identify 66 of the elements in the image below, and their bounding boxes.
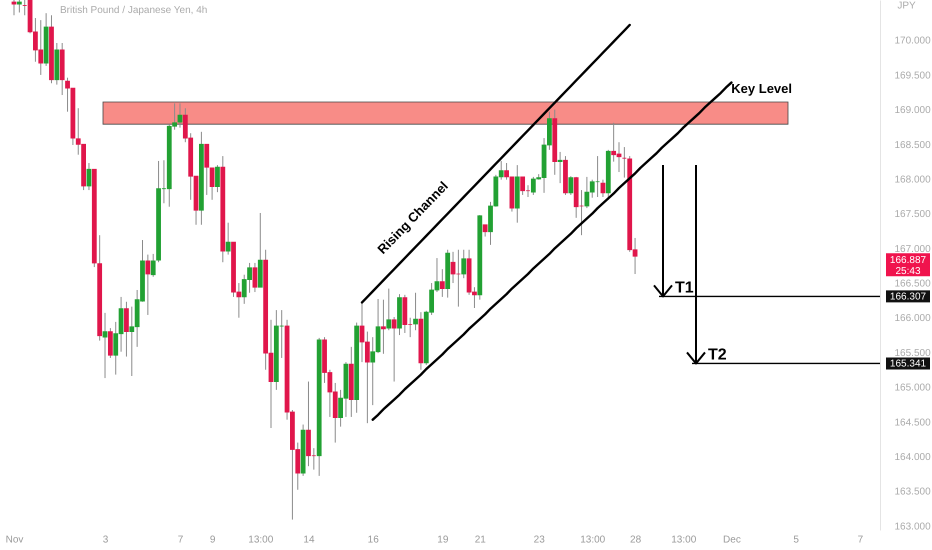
candlestick	[600, 179, 606, 198]
y-tick-label: 164.000	[894, 452, 932, 463]
y-tick-label: 167.500	[894, 209, 932, 220]
candlestick	[252, 262, 258, 293]
y-tick-label: 167.000	[894, 244, 932, 255]
candlestick	[215, 164, 220, 193]
y-axis-title: JPY	[897, 0, 916, 12]
candlestick	[440, 268, 445, 298]
y-tick-label: 169.000	[894, 105, 932, 116]
text: 25:43	[895, 266, 921, 278]
candlestick	[482, 224, 488, 238]
x-tick-label: Dec	[723, 534, 741, 546]
text: 166.887	[890, 255, 927, 266]
y-tick-label: 166.000	[894, 313, 932, 324]
x-tick-label: 19	[437, 534, 449, 546]
line-series	[360, 24, 631, 304]
candlestick	[204, 144, 210, 196]
candlestick	[16, 0, 22, 13]
candlestick	[86, 162, 92, 191]
x-tick-label: 13:00	[580, 534, 606, 546]
x-tick-label: 23	[534, 534, 546, 546]
y-tick-label: 168.500	[894, 140, 932, 151]
y-tick-label: 165.500	[894, 348, 932, 359]
candlestick	[102, 312, 108, 379]
y-tick-label: 168.000	[894, 174, 932, 186]
candlestick	[461, 249, 466, 279]
x-tick-label: 28	[630, 534, 642, 546]
y-tick-label: 163.000	[894, 521, 932, 532]
band-label: Key Level	[731, 80, 792, 96]
y-tick-label: 166.500	[894, 278, 932, 290]
candlestick	[12, 0, 16, 16]
candlestick	[392, 316, 397, 382]
y-tick-label: 169.500	[894, 70, 932, 82]
x-tick-label: 9	[210, 534, 216, 546]
x-tick-label: 5	[793, 534, 800, 546]
x-tick-label: 7	[858, 534, 864, 546]
candlestick	[568, 176, 574, 196]
text: 166.307	[890, 291, 927, 302]
candlestick	[413, 292, 418, 331]
line-series	[372, 81, 733, 421]
y-tick-label: 164.500	[894, 417, 932, 428]
x-tick-label: Nov	[6, 534, 24, 546]
candlestick	[150, 253, 156, 278]
candlestick	[124, 301, 129, 358]
ref-line-label: T2	[708, 346, 727, 364]
candlestick	[178, 102, 182, 128]
y-tick-label: 163.500	[894, 486, 932, 498]
x-tick-label: 3	[102, 534, 109, 546]
candlestick	[226, 222, 231, 256]
x-tick-label: 13:00	[671, 534, 697, 546]
text: 165.341	[890, 358, 927, 370]
ref-line-label: T1	[675, 279, 694, 296]
x-tick-label: 16	[368, 534, 380, 546]
candlestick	[381, 299, 386, 354]
y-tick-label: 170.000	[894, 36, 932, 47]
candlestick	[386, 288, 392, 331]
y-tick-label: 165.000	[894, 382, 932, 394]
x-tick-label: 7	[178, 534, 184, 546]
candlestick	[145, 254, 150, 316]
x-tick-label: 13:00	[248, 534, 274, 546]
candlestick	[210, 167, 214, 200]
candlestick	[108, 328, 113, 358]
x-tick-label: 14	[303, 534, 315, 546]
x-tick-label: 21	[474, 534, 486, 546]
text: British Pound / Japanese Yen, 4h	[60, 5, 208, 16]
candlestick	[558, 151, 563, 184]
